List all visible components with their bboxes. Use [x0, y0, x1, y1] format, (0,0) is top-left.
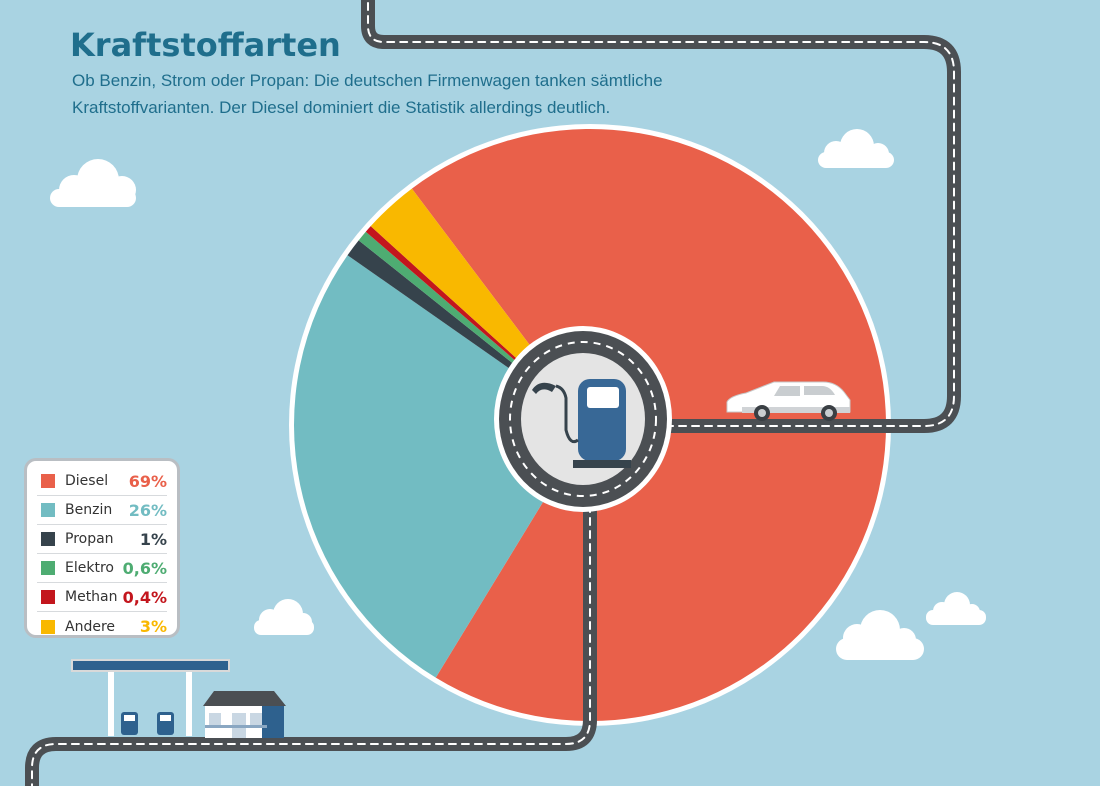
road [25, 0, 961, 786]
legend-value: 1% [139, 529, 167, 549]
gas-station-icon [71, 659, 286, 738]
legend-item-andere: Andere 3% [37, 612, 167, 641]
cloud-icon [926, 592, 986, 625]
legend-value: 3% [139, 617, 167, 636]
car-icon [726, 381, 851, 421]
legend-item-diesel: Diesel 69% [37, 467, 167, 496]
legend: Diesel 69% Benzin 26% Propan 1% Elektro 0,6% Met… [24, 458, 180, 638]
legend-swatch [41, 590, 55, 604]
legend-item-elektro: Elektro 0,6% [37, 554, 167, 583]
pie-chart [293, 129, 886, 722]
page-subtitle: Ob Benzin, Strom oder Propan: Die deutsc… [72, 67, 772, 121]
legend-item-methan: Methan 0,4% [37, 583, 167, 612]
legend-value: 0,6% [122, 558, 167, 578]
pie-slice-benzin [293, 255, 590, 678]
fuel-pump-icon [532, 379, 631, 468]
legend-label: Andere [65, 618, 116, 635]
legend-label: Methan [65, 589, 118, 605]
legend-swatch [41, 503, 55, 517]
cloud-icon [818, 129, 894, 168]
legend-value: 26% [128, 500, 167, 520]
subtitle-line-1: Ob Benzin, Strom oder Propan: Die deutsc… [72, 71, 663, 90]
cloud-icon [836, 610, 924, 660]
cloud-icon [50, 159, 136, 207]
legend-value: 69% [128, 471, 167, 491]
legend-swatch [41, 619, 55, 634]
legend-swatch [41, 532, 55, 546]
legend-label: Propan [65, 531, 114, 547]
legend-item-benzin: Benzin 26% [37, 496, 167, 525]
legend-swatch [41, 474, 55, 488]
legend-item-propan: Propan 1% [37, 525, 167, 554]
legend-label: Diesel [65, 473, 109, 489]
legend-value: 0,4% [122, 587, 167, 607]
legend-swatch [41, 561, 55, 575]
legend-label: Benzin [65, 502, 113, 518]
legend-label: Elektro [65, 560, 114, 576]
subtitle-line-2: Kraftstoffvarianten. Der Diesel dominier… [72, 98, 611, 117]
page-title: Kraftstoffarten [70, 26, 341, 64]
cloud-icon [254, 599, 314, 635]
